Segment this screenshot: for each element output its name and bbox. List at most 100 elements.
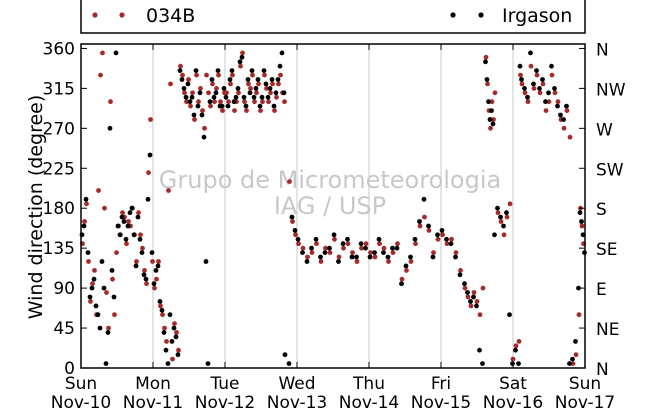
point-irgason [576,285,581,291]
point-034b [278,72,283,78]
point-irgason [165,361,171,366]
point-034b [390,250,396,256]
point-034b [216,72,221,78]
point-034b [516,339,522,344]
point-irgason [340,241,346,247]
point-irgason [577,210,583,216]
point-034b [296,241,301,247]
point-034b [408,259,414,264]
point-034b [528,63,534,69]
point-irgason [390,245,395,251]
point-034b [435,236,441,242]
point-034b [224,90,229,96]
data-points [79,50,587,366]
point-irgason [149,250,155,256]
point-irgason [381,250,386,256]
point-irgason [107,125,113,131]
x-tick-label-day: Wed [278,374,315,394]
point-irgason [115,223,121,229]
y-tick-label: 90 [53,279,75,299]
point-034b [491,117,496,122]
point-irgason [477,347,482,353]
point-irgason [109,268,115,273]
point-034b [162,325,167,331]
point-irgason [331,232,337,238]
point-irgason [313,236,319,242]
point-034b [413,241,418,247]
point-irgason [394,245,400,251]
point-irgason [281,90,287,96]
y-tick-label: 45 [53,319,75,339]
point-irgason [275,77,281,82]
point-034b [440,232,445,238]
point-034b [260,99,265,105]
legend: 034B Irgason [80,0,586,34]
point-034b [188,103,193,109]
point-034b [140,245,145,251]
point-034b [126,219,131,224]
point-irgason [453,254,458,260]
point-irgason [213,90,219,96]
point-irgason [183,94,189,100]
point-irgason [125,223,131,229]
point-irgason [465,290,470,295]
x-tick-label-day: Sat [499,374,527,394]
point-irgason [292,228,298,233]
point-irgason [367,254,373,260]
point-irgason [327,245,332,251]
point-irgason [247,90,253,96]
point-034b [202,125,207,131]
point-irgason [239,54,245,60]
point-irgason [385,254,391,260]
point-irgason [119,214,125,220]
point-034b [178,63,183,69]
point-irgason [205,361,211,366]
point-034b [507,201,513,207]
point-irgason [516,361,521,366]
point-irgason [531,81,536,87]
point-034b [138,232,143,238]
point-034b [82,219,87,224]
point-irgason [155,263,161,269]
point-irgason [111,294,117,300]
point-034b [244,108,249,113]
y-tick-label: 315 [43,79,75,99]
point-irgason [580,232,586,238]
x-tick-label-day: Fri [431,374,451,394]
point-034b [240,50,245,56]
point-irgason [161,330,167,335]
point-034b [444,241,450,247]
point-034b [573,352,579,358]
point-irgason [191,112,197,118]
point-034b [120,210,125,216]
point-irgason [448,241,454,247]
point-irgason [480,361,485,366]
point-irgason [263,81,269,87]
point-irgason [91,276,97,282]
legend-label-034b: 034B [146,5,195,27]
point-irgason [163,347,169,353]
point-034b [579,223,585,229]
point-irgason [522,86,527,91]
point-034b [305,254,310,260]
point-irgason [540,77,545,82]
point-034b [534,72,540,78]
point-034b [160,312,165,318]
point-034b [256,81,261,87]
point-irgason [513,347,518,353]
y-tick-label-right: NE [596,320,619,340]
point-034b [510,356,516,362]
x-tick-label-day: Sun [65,374,97,394]
point-034b [492,90,498,96]
point-034b [501,232,507,238]
point-034b [206,90,211,96]
point-irgason [249,68,255,73]
point-034b [110,276,115,282]
point-irgason [486,99,491,105]
point-irgason [525,94,530,100]
point-irgason [403,263,409,269]
y-tick-label: 180 [43,199,75,219]
x-tick-label-date: Nov-13 [267,393,328,409]
point-034b [287,179,292,185]
point-irgason [229,68,235,73]
